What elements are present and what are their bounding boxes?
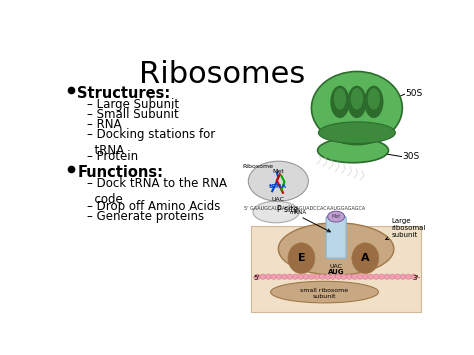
Ellipse shape bbox=[292, 274, 298, 279]
Text: AUG: AUG bbox=[328, 269, 344, 275]
Text: tRNA: tRNA bbox=[269, 184, 287, 189]
Ellipse shape bbox=[346, 274, 352, 279]
Text: Met: Met bbox=[273, 169, 284, 174]
Ellipse shape bbox=[282, 274, 287, 279]
Text: Ribosome: Ribosome bbox=[242, 164, 273, 169]
Ellipse shape bbox=[373, 274, 379, 279]
Ellipse shape bbox=[390, 274, 395, 279]
Text: Structures:: Structures: bbox=[77, 86, 171, 101]
Text: Functions:: Functions: bbox=[77, 165, 164, 180]
Text: 30S: 30S bbox=[402, 152, 419, 161]
Ellipse shape bbox=[319, 274, 325, 279]
Ellipse shape bbox=[351, 88, 363, 110]
Ellipse shape bbox=[341, 274, 346, 279]
Text: 5' GAAUGCAUGAGCCAGUADCCACAAUGGAGAGCA: 5' GAAUGCAUGAGCCAGUADCCACAAUGGAGAGCA bbox=[244, 206, 365, 211]
FancyBboxPatch shape bbox=[251, 226, 421, 312]
Ellipse shape bbox=[255, 274, 260, 279]
FancyBboxPatch shape bbox=[326, 217, 346, 258]
Text: UAC: UAC bbox=[272, 197, 285, 202]
Ellipse shape bbox=[364, 86, 383, 118]
Ellipse shape bbox=[271, 281, 378, 303]
Ellipse shape bbox=[318, 138, 389, 163]
Text: mRNA: mRNA bbox=[289, 211, 306, 215]
Ellipse shape bbox=[271, 274, 277, 279]
Text: P site: P site bbox=[277, 205, 330, 232]
Ellipse shape bbox=[368, 88, 380, 110]
Text: – Small Subunit: – Small Subunit bbox=[87, 108, 178, 121]
Ellipse shape bbox=[406, 274, 411, 279]
Ellipse shape bbox=[253, 201, 299, 223]
Text: – Generate proteins: – Generate proteins bbox=[87, 210, 204, 223]
Text: Ribosomes: Ribosomes bbox=[139, 60, 305, 88]
Ellipse shape bbox=[395, 274, 401, 279]
Ellipse shape bbox=[314, 274, 320, 279]
Ellipse shape bbox=[357, 274, 363, 279]
Text: – Protein: – Protein bbox=[87, 151, 138, 163]
Ellipse shape bbox=[352, 274, 357, 279]
Ellipse shape bbox=[319, 122, 395, 143]
Text: 3': 3' bbox=[413, 275, 419, 281]
Ellipse shape bbox=[400, 274, 406, 279]
Ellipse shape bbox=[311, 71, 402, 144]
Text: – RNA: – RNA bbox=[87, 118, 121, 131]
Ellipse shape bbox=[411, 274, 417, 279]
Ellipse shape bbox=[325, 274, 330, 279]
Ellipse shape bbox=[248, 161, 309, 201]
Ellipse shape bbox=[303, 274, 309, 279]
Ellipse shape bbox=[265, 274, 271, 279]
Text: A: A bbox=[361, 253, 370, 263]
Ellipse shape bbox=[379, 274, 384, 279]
Ellipse shape bbox=[276, 274, 282, 279]
Ellipse shape bbox=[288, 243, 315, 274]
Ellipse shape bbox=[368, 274, 374, 279]
Ellipse shape bbox=[260, 274, 266, 279]
Ellipse shape bbox=[352, 243, 379, 274]
Text: E: E bbox=[298, 253, 305, 263]
Ellipse shape bbox=[334, 88, 346, 110]
Text: – Drop off Amino Acids: – Drop off Amino Acids bbox=[87, 200, 220, 213]
Text: – Docking stations for
  tRNA: – Docking stations for tRNA bbox=[87, 128, 215, 157]
Ellipse shape bbox=[384, 274, 390, 279]
Text: – Dock tRNA to the RNA
  code: – Dock tRNA to the RNA code bbox=[87, 178, 227, 206]
Ellipse shape bbox=[336, 274, 341, 279]
Text: – Large Subunit: – Large Subunit bbox=[87, 98, 179, 111]
Text: 50S: 50S bbox=[405, 89, 423, 98]
Ellipse shape bbox=[278, 223, 394, 275]
Text: Large
ribosomal
subunit: Large ribosomal subunit bbox=[386, 218, 426, 240]
Text: small ribosome
subunit: small ribosome subunit bbox=[301, 288, 348, 299]
Ellipse shape bbox=[287, 274, 293, 279]
Ellipse shape bbox=[347, 86, 366, 118]
Text: 5': 5' bbox=[254, 275, 260, 281]
Ellipse shape bbox=[363, 274, 368, 279]
Ellipse shape bbox=[330, 274, 336, 279]
Text: UAC: UAC bbox=[329, 264, 343, 269]
Ellipse shape bbox=[328, 211, 345, 222]
Ellipse shape bbox=[298, 274, 303, 279]
Ellipse shape bbox=[309, 274, 314, 279]
Ellipse shape bbox=[330, 86, 349, 118]
Text: Met: Met bbox=[331, 214, 341, 219]
